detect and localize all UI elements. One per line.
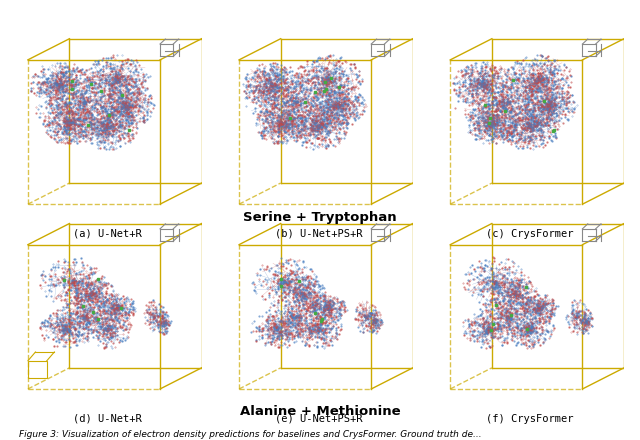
Text: (a) U-Net+R: (a) U-Net+R bbox=[73, 229, 141, 239]
Text: Figure 3: Visualization of electron density predictions for baselines and CrysFo: Figure 3: Visualization of electron dens… bbox=[19, 430, 482, 439]
Text: (d) U-Net+R: (d) U-Net+R bbox=[73, 414, 141, 424]
Text: Alanine + Methionine: Alanine + Methionine bbox=[240, 405, 400, 418]
Text: (b) U-Net+PS+R: (b) U-Net+PS+R bbox=[275, 229, 362, 239]
Text: Serine + Tryptophan: Serine + Tryptophan bbox=[243, 211, 397, 224]
Text: (f) CrysFormer: (f) CrysFormer bbox=[486, 414, 573, 424]
Text: (e) U-Net+PS+R: (e) U-Net+PS+R bbox=[275, 414, 362, 424]
Text: (c) CrysFormer: (c) CrysFormer bbox=[486, 229, 573, 239]
Bar bbox=[28, 361, 47, 378]
